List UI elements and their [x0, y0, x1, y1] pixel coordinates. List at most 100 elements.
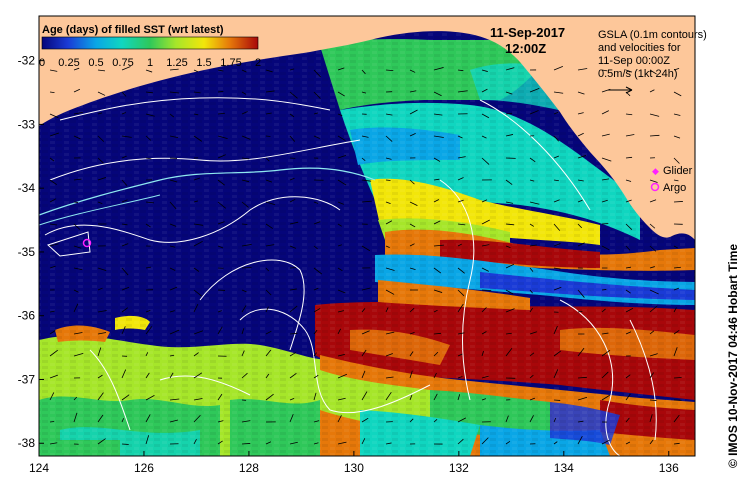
glider-track [39, 167, 376, 216]
velocity-arrow [265, 373, 270, 379]
velocity-arrow [265, 179, 273, 183]
velocity-arrow [121, 369, 127, 379]
velocity-arrow [241, 91, 247, 95]
velocity-arrow [433, 289, 443, 293]
argo-legend-icon [650, 182, 660, 192]
velocity-arrow [217, 221, 225, 225]
velocity-arrow [601, 349, 611, 357]
velocity-arrow [433, 244, 444, 247]
velocity-arrow [73, 67, 80, 71]
velocity-arrow [97, 374, 103, 379]
velocity-arrow [385, 69, 394, 72]
velocity-arrow [553, 179, 559, 182]
velocity-arrow [385, 201, 391, 204]
velocity-arrow [553, 91, 564, 94]
velocity-arrow [361, 287, 371, 291]
velocity-arrow [193, 352, 199, 357]
velocity-arrow [121, 267, 129, 276]
velocity-arrow [121, 243, 129, 247]
gsla-line4: 0.5m/s (1kt 24h) [598, 68, 677, 80]
velocity-arrow [49, 310, 55, 313]
gsla-line3: 11-Sep 00:00Z [598, 55, 670, 67]
velocity-arrow [145, 326, 153, 335]
velocity-arrow [193, 438, 197, 445]
velocity-arrow [289, 414, 294, 423]
velocity-arrow [97, 112, 103, 115]
velocity-arrow [73, 112, 83, 115]
velocity-arrow [241, 244, 252, 247]
velocity-arrow [217, 154, 226, 159]
velocity-arrow [505, 179, 513, 185]
velocity-arrow [145, 372, 150, 379]
velocity-arrow [97, 414, 104, 423]
velocity-arrow [577, 179, 584, 182]
velocity-arrow [481, 375, 489, 379]
velocity-arrow [529, 374, 534, 379]
velocity-arrow [241, 111, 248, 115]
velocity-arrow [481, 135, 487, 139]
velocity-arrow [145, 310, 151, 313]
velocity-arrow [601, 371, 609, 379]
velocity-arrow [529, 110, 539, 115]
velocity-arrow [73, 201, 79, 203]
velocity-arrow [649, 199, 657, 203]
velocity-arrow [169, 68, 179, 71]
velocity-arrow [505, 201, 514, 204]
velocity-arrow [409, 332, 415, 335]
velocity-arrow [193, 69, 199, 73]
velocity-arrow [577, 376, 587, 379]
legend-argo: Argo [663, 182, 686, 194]
velocity-arrow [481, 88, 488, 93]
velocity-arrow [169, 135, 179, 138]
velocity-arrow [553, 243, 561, 247]
velocity-arrow [361, 91, 367, 94]
velocity-arrow [289, 441, 298, 445]
velocity-arrow [73, 245, 82, 249]
velocity-arrow [385, 289, 395, 295]
velocity-arrow [265, 90, 275, 93]
velocity-arrow [313, 91, 321, 99]
velocity-arrow [313, 267, 323, 275]
velocity-arrow [553, 350, 561, 357]
velocity-arrow [217, 326, 223, 335]
velocity-arrow [409, 351, 414, 357]
velocity-arrow [649, 330, 655, 335]
velocity-arrow [433, 199, 440, 203]
velocity-arrow [457, 289, 465, 297]
velocity-arrow [241, 266, 252, 269]
velocity-arrow [289, 245, 297, 249]
velocity-arrow [481, 331, 487, 335]
velocity-arrow [145, 201, 155, 204]
velocity-arrow [337, 135, 346, 141]
velocity-arrow [217, 112, 225, 115]
velocity-arrow [337, 201, 344, 205]
velocity-arrow [433, 351, 439, 357]
velocity-arrow [577, 155, 587, 159]
velocity-arrow [625, 417, 630, 423]
velocity-arrow [577, 68, 588, 71]
velocity-arrow [529, 352, 535, 357]
velocity-arrow [337, 67, 345, 71]
velocity-arrow [409, 418, 414, 423]
velocity-arrow [577, 91, 585, 95]
velocity-arrow [49, 374, 58, 379]
velocity-arrow [169, 286, 178, 291]
velocity-arrow [97, 438, 106, 445]
velocity-arrow [553, 325, 558, 335]
velocity-arrow [241, 135, 251, 140]
argo-marker[interactable] [82, 238, 92, 248]
velocity-arrow [97, 310, 107, 313]
velocity-arrow [313, 420, 320, 423]
velocity-arrow [169, 310, 175, 313]
velocity-arrow [121, 155, 127, 159]
gsla-line1: GSLA (0.1m contours) [598, 29, 707, 41]
velocity-arrow [481, 350, 484, 357]
velocity-scale-arrow [608, 86, 633, 94]
velocity-arrow [169, 267, 176, 271]
velocity-arrow [385, 113, 393, 116]
velocity-arrow [121, 66, 131, 71]
velocity-arrow [601, 199, 608, 203]
velocity-arrow [601, 439, 610, 445]
velocity-arrow [481, 437, 489, 445]
velocity-arrow [457, 438, 464, 445]
